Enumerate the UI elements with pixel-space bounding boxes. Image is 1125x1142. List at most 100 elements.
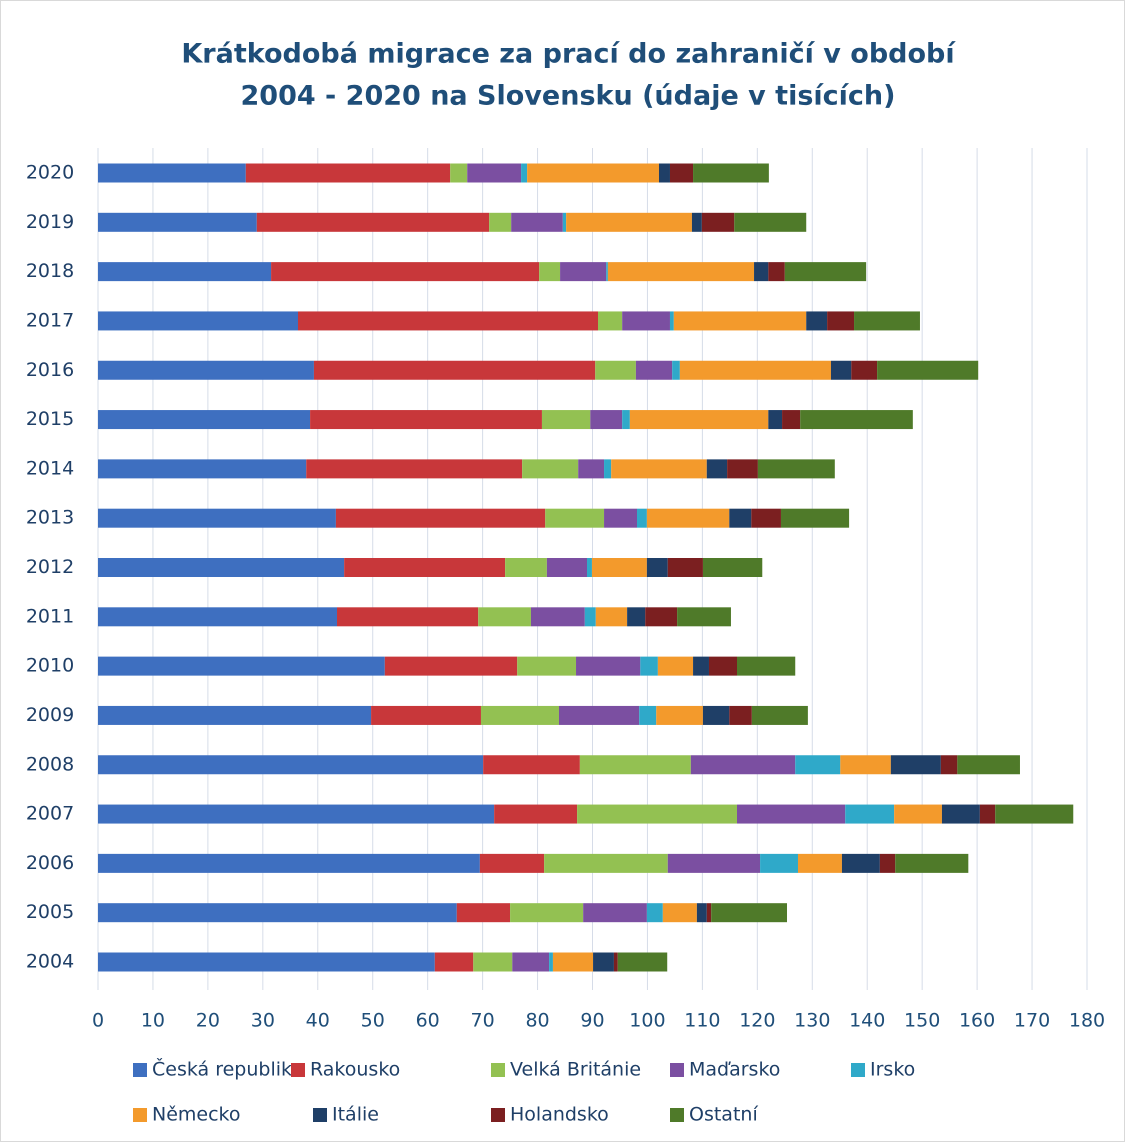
bar-segment	[546, 558, 588, 577]
y-tick-label: 2012	[26, 556, 74, 578]
x-tick-label: 0	[92, 1010, 104, 1032]
bar-segment	[669, 163, 694, 183]
y-tick-label: 2010	[26, 655, 74, 677]
bar-segment	[701, 212, 735, 232]
legend-swatch	[851, 1063, 865, 1077]
bar-segment	[677, 607, 731, 627]
bar-segment	[98, 705, 372, 725]
bar-segment	[757, 459, 835, 479]
legend-label: Rakousko	[310, 1059, 400, 1081]
bar-segment	[669, 311, 674, 331]
bar-segment	[702, 558, 763, 577]
bar-segment	[560, 262, 607, 282]
x-tick-label: 160	[959, 1010, 995, 1032]
bar-segment	[656, 705, 703, 725]
bar-segment	[522, 459, 579, 479]
bar-segment	[617, 952, 668, 972]
bar-segment	[98, 903, 457, 923]
bar-segment	[579, 755, 691, 775]
legend-swatch	[313, 1108, 327, 1122]
x-tick-label: 20	[196, 1010, 220, 1032]
bar-segment	[894, 804, 942, 824]
bar-segment	[629, 410, 769, 430]
bar-segment	[854, 311, 920, 331]
bar-segment	[313, 360, 596, 380]
x-tick-label: 140	[849, 1010, 885, 1032]
bar-segment	[667, 558, 703, 577]
chart-subtitle: 2004 - 2020 na Slovensku (údaje v tisící…	[241, 81, 896, 112]
y-tick-label: 2016	[26, 359, 74, 381]
y-tick-label: 2009	[26, 704, 74, 726]
bar-segment	[297, 311, 598, 331]
bar-segment	[517, 656, 577, 676]
x-tick-label: 110	[684, 1010, 720, 1032]
bar-segment	[530, 607, 585, 627]
bar-segment	[344, 558, 506, 577]
bar-segment	[696, 903, 707, 923]
bar-segment	[590, 410, 623, 430]
legend-label: Velká Británie	[510, 1059, 641, 1081]
x-tick-label: 50	[361, 1010, 385, 1032]
bar-segment	[635, 360, 673, 380]
bar-segment	[483, 755, 580, 775]
bar-segment	[622, 410, 630, 430]
bar-segment	[98, 163, 246, 183]
y-tick-label: 2019	[26, 211, 74, 233]
bar-segment	[604, 459, 612, 479]
bar-segment	[595, 360, 636, 380]
bar-segment	[552, 952, 594, 972]
y-tick-label: 2011	[26, 605, 74, 627]
legend-swatch	[491, 1063, 505, 1077]
legend-label: Německo	[152, 1104, 241, 1126]
bar-segment	[845, 804, 895, 824]
legend-swatch	[291, 1063, 305, 1077]
y-tick-label: 2014	[26, 457, 74, 479]
bar-segment	[479, 853, 545, 873]
bar-segment	[957, 755, 1020, 775]
y-tick-label: 2004	[26, 951, 74, 973]
bar-segment	[473, 952, 513, 972]
bar-segment	[768, 262, 785, 282]
bar-segment	[271, 262, 540, 282]
bar-segment	[371, 705, 481, 725]
bar-segment	[591, 558, 647, 577]
bar-segment	[662, 903, 697, 923]
bar-segment	[751, 508, 781, 528]
bar-segment	[673, 311, 807, 331]
x-tick-label: 70	[471, 1010, 495, 1032]
bar-segment	[577, 804, 738, 824]
x-tick-label: 120	[739, 1010, 775, 1032]
bar-segment	[979, 804, 996, 824]
y-tick-label: 2015	[26, 408, 74, 430]
bar-segment	[780, 508, 850, 528]
legend-swatch	[670, 1063, 684, 1077]
bar-segment	[760, 853, 798, 873]
bar-segment	[646, 903, 663, 923]
chart-title: Krátkodobá migrace za prací do zahraničí…	[181, 39, 956, 70]
bar-segment	[895, 853, 969, 873]
bar-segment	[583, 903, 647, 923]
x-tick-label: 130	[794, 1010, 830, 1032]
bar-segment	[566, 212, 692, 232]
x-tick-label: 60	[416, 1010, 440, 1032]
bar-segment	[98, 804, 495, 824]
bar-segment	[995, 804, 1074, 824]
x-tick-label: 90	[580, 1010, 604, 1032]
bar-segment	[478, 607, 531, 627]
legend-label: Česká republika	[152, 1057, 303, 1081]
bar-segment	[679, 360, 831, 380]
bar-segment	[98, 459, 307, 479]
bar-segment	[827, 311, 855, 331]
x-tick-label: 100	[629, 1010, 665, 1032]
bar-segment	[539, 262, 561, 282]
bar-segment	[337, 607, 479, 627]
bar-segment	[840, 755, 891, 775]
bar-segment	[467, 163, 522, 183]
bar-segment	[640, 656, 658, 676]
bar-segment	[98, 607, 338, 627]
bar-segment	[541, 410, 591, 430]
bar-segment	[611, 459, 707, 479]
bar-segment	[505, 558, 547, 577]
x-tick-label: 10	[141, 1010, 165, 1032]
